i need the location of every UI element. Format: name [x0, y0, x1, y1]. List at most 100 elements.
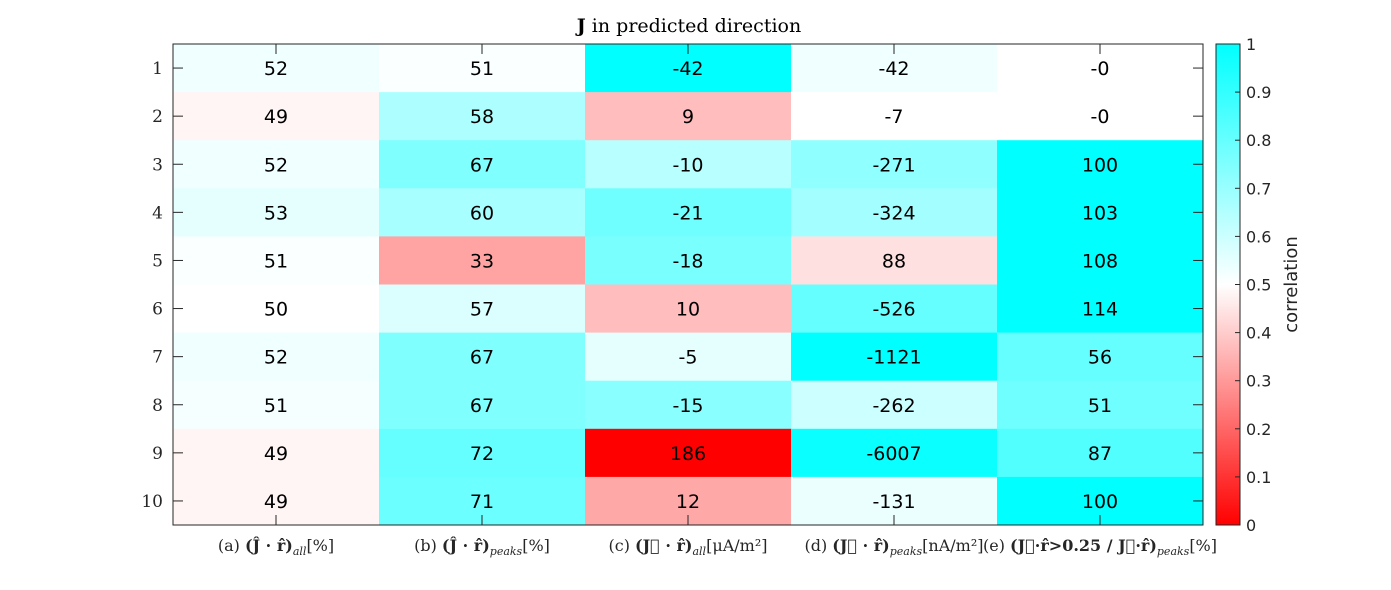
- cell-value-label: -324: [872, 202, 915, 224]
- heatmap-cell: [173, 332, 380, 382]
- heatmap-cell: [791, 236, 998, 285]
- cell-value-label: 51: [264, 395, 288, 417]
- cell-value-label: 49: [264, 443, 288, 465]
- colorbar-tick-label: 0.2: [1246, 420, 1271, 439]
- cell-value-label: 108: [1082, 250, 1118, 272]
- cell-value-label: 67: [470, 395, 494, 417]
- row-tick-label: 4: [152, 203, 163, 223]
- cell-value-label: -21: [672, 202, 703, 224]
- cell-value-label: 49: [264, 491, 288, 513]
- cell-value-label: -6007: [866, 443, 921, 465]
- colorbar-label: correlation: [1281, 236, 1302, 333]
- column-tick-label: (e) (J⃗·r̂>0.25 / J⃗·r̂)peaks[%]: [983, 536, 1217, 558]
- cell-value-label: 51: [264, 250, 288, 272]
- cell-value-label: 57: [470, 299, 494, 321]
- row-tick-label: 10: [141, 492, 163, 512]
- chart-title-rest: in predicted direction: [586, 15, 801, 37]
- heatmap-cell: [997, 188, 1204, 237]
- cell-value-label: 186: [670, 443, 706, 465]
- colorbar-tick-label: 0.4: [1246, 324, 1271, 343]
- row-tick-label: 9: [152, 444, 163, 464]
- heatmap-cell: [379, 188, 586, 237]
- cell-value-label: -10: [672, 154, 703, 176]
- colorbar-tick-label: 0.9: [1246, 83, 1271, 102]
- cell-value-label: -0: [1091, 58, 1110, 80]
- cell-value-label: 100: [1082, 154, 1118, 176]
- cell-value-label: 72: [470, 443, 494, 465]
- heatmap-cell: [997, 236, 1204, 285]
- heatmap-cell: [585, 236, 792, 285]
- heatmap-cell: [585, 380, 792, 430]
- column-tick-label: (c) (J⃗ · r̂)all[μA/m²]: [608, 536, 767, 558]
- heatmap-cell: [791, 188, 998, 237]
- colorbar-tick-label: 0.3: [1246, 372, 1271, 391]
- cell-value-label: 52: [264, 154, 288, 176]
- cell-value-label: -131: [872, 491, 915, 513]
- cell-value-label: -42: [878, 58, 909, 80]
- heatmap-cell: [173, 236, 380, 285]
- cell-value-label: 9: [682, 106, 694, 128]
- cell-value-label: 67: [470, 154, 494, 176]
- row-tick-label: 7: [152, 348, 163, 368]
- heatmap-cell: [791, 284, 998, 334]
- colorbar-tick-label: 0.6: [1246, 227, 1271, 246]
- cell-value-label: 51: [470, 58, 494, 80]
- row-tick-label: 8: [152, 396, 163, 416]
- cell-value-label: 71: [470, 491, 494, 513]
- heatmap-cell: [791, 380, 998, 430]
- row-tick-label: 1: [152, 59, 163, 79]
- heatmap-cell: [791, 92, 998, 141]
- heatmap-cell: [585, 284, 792, 334]
- cell-value-label: 103: [1082, 202, 1118, 224]
- cell-value-label: -18: [672, 250, 703, 272]
- heatmap-cell: [997, 380, 1204, 430]
- row-tick-label: 5: [152, 251, 163, 271]
- heatmap-cell: [997, 284, 1204, 334]
- heatmap-cell: [791, 428, 998, 478]
- cell-value-label: 100: [1082, 491, 1118, 513]
- colorbar-tick-label: 0.5: [1246, 276, 1271, 295]
- colorbar: 0 0.1 0.2 0.3 0.4 0.5 0.6 0.7 0.8 0.9 1 correlation: [1215, 35, 1302, 535]
- heatmap-axes: [172, 43, 1204, 526]
- heatmap-cell: [173, 284, 380, 334]
- cell-value-label: 50: [264, 299, 288, 321]
- heatmap-cell: [585, 92, 792, 141]
- cell-value-label: -1121: [866, 347, 921, 369]
- heatmap-cell: [997, 428, 1204, 478]
- cell-value-label: 58: [470, 106, 494, 128]
- row-tick-label: 2: [152, 107, 163, 127]
- cell-value-label: 87: [1088, 443, 1112, 465]
- cell-value-label: -5: [679, 347, 698, 369]
- cell-value-label: 67: [470, 347, 494, 369]
- heatmap-cell: [585, 188, 792, 237]
- heatmap-cell: [791, 332, 998, 382]
- cell-value-label: 51: [1088, 395, 1112, 417]
- heatmap-cell: [173, 188, 380, 237]
- row-tick-label: 6: [152, 300, 163, 320]
- cell-value-label: 60: [470, 202, 494, 224]
- cell-value-label: 56: [1088, 347, 1112, 369]
- heatmap-cell: [585, 332, 792, 382]
- cell-value-label: 114: [1082, 299, 1118, 321]
- heatmap-cell: [173, 380, 380, 430]
- cell-value-label: 49: [264, 106, 288, 128]
- colorbar-tick-label: 0.8: [1246, 131, 1271, 150]
- cell-value-label: 33: [470, 250, 494, 272]
- cell-value-label: 52: [264, 347, 288, 369]
- chart-title: J in predicted direction: [575, 15, 801, 37]
- heatmap-cell: [997, 140, 1204, 189]
- colorbar-tick-label: 0: [1246, 516, 1256, 535]
- column-tick-label: (a) (Ĵ · r̂)all[%]: [218, 536, 334, 558]
- heatmap-cell: [585, 428, 792, 478]
- heatmap-cells: [173, 44, 1204, 526]
- heatmap-cell: [379, 428, 586, 478]
- heatmap-cell: [379, 284, 586, 334]
- column-tick-label: (b) (Ĵ · r̂)peaks[%]: [414, 536, 550, 558]
- heatmap-cell: [379, 380, 586, 430]
- cell-value-label: -271: [872, 154, 915, 176]
- colorbar-tick-label: 0.7: [1246, 179, 1271, 198]
- cell-value-label: -42: [672, 58, 703, 80]
- heatmap-cell: [379, 236, 586, 285]
- heatmap-cell: [173, 140, 380, 189]
